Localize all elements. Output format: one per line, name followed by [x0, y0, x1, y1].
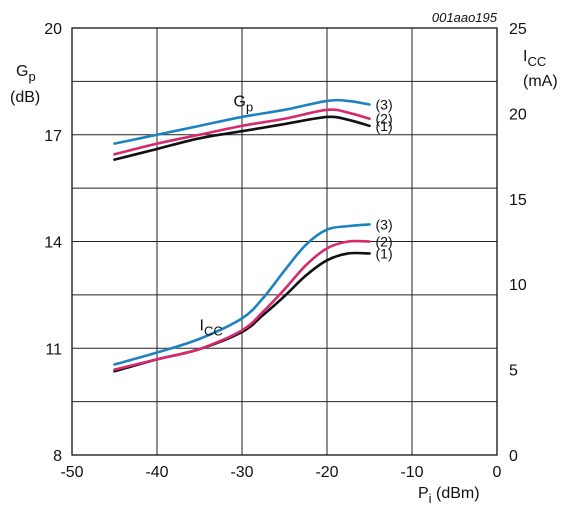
series-line-icc-3 [113, 223, 371, 366]
chart-series [113, 98, 371, 373]
series-label-icc-2: (2) [376, 234, 393, 250]
y-right-tick-label: 25 [509, 21, 527, 38]
y-right-tick-label: 20 [509, 106, 527, 123]
icc-curve-annotation: ICC [200, 317, 223, 338]
y-right-axis-label: ICC [523, 48, 546, 69]
series-label-icc-3: (3) [376, 216, 393, 232]
series-label-gp-2: (2) [376, 111, 393, 127]
y-left-axis-label: Gp [16, 63, 36, 84]
series-line-icc-2 [113, 239, 371, 371]
series-line-gp-3 [113, 98, 371, 145]
plot-frame [71, 27, 498, 456]
series-line-gp-1 [113, 115, 371, 161]
y-left-tick-label: 14 [44, 235, 62, 252]
x-axis-label: Pi (dBm) [418, 485, 480, 506]
x-tick-label: -10 [400, 464, 423, 481]
y-left-tick-label: 20 [44, 21, 62, 38]
x-tick-label: 0 [493, 464, 502, 481]
x-tick-label: -40 [145, 464, 168, 481]
y-left-tick-label: 8 [53, 448, 62, 465]
plot-grid [71, 27, 498, 456]
figure-code: 001aao195 [432, 10, 498, 25]
axis-ticks: -50 -40 -30 -20 -10 0 8 11 14 17 20 0 5 10 15 20 25 [44, 21, 527, 481]
chart-labels: (1)(2)(3)(1)(2)(3)Gp(dB)ICC(mA)Pi (dBm)0… [10, 10, 558, 506]
series-label-gp-1: (1) [376, 118, 393, 134]
x-tick-label: -20 [315, 464, 338, 481]
y-right-tick-label: 5 [509, 363, 518, 380]
x-tick-label: -30 [230, 464, 253, 481]
x-tick-label: -50 [60, 464, 83, 481]
gp-curve-annotation: Gp [234, 93, 254, 114]
series-label-gp-3: (3) [376, 97, 393, 113]
y-left-axis-unit: (dB) [10, 89, 40, 106]
y-right-tick-label: 0 [509, 448, 518, 465]
y-left-tick-label: 11 [45, 341, 62, 358]
series-line-gp-2 [113, 108, 371, 156]
series-label-icc-1: (1) [376, 245, 393, 261]
y-right-axis-unit: (mA) [523, 73, 558, 90]
y-right-tick-label: 15 [509, 192, 527, 209]
y-right-tick-label: 10 [509, 277, 527, 294]
y-left-tick-label: 17 [44, 128, 62, 145]
